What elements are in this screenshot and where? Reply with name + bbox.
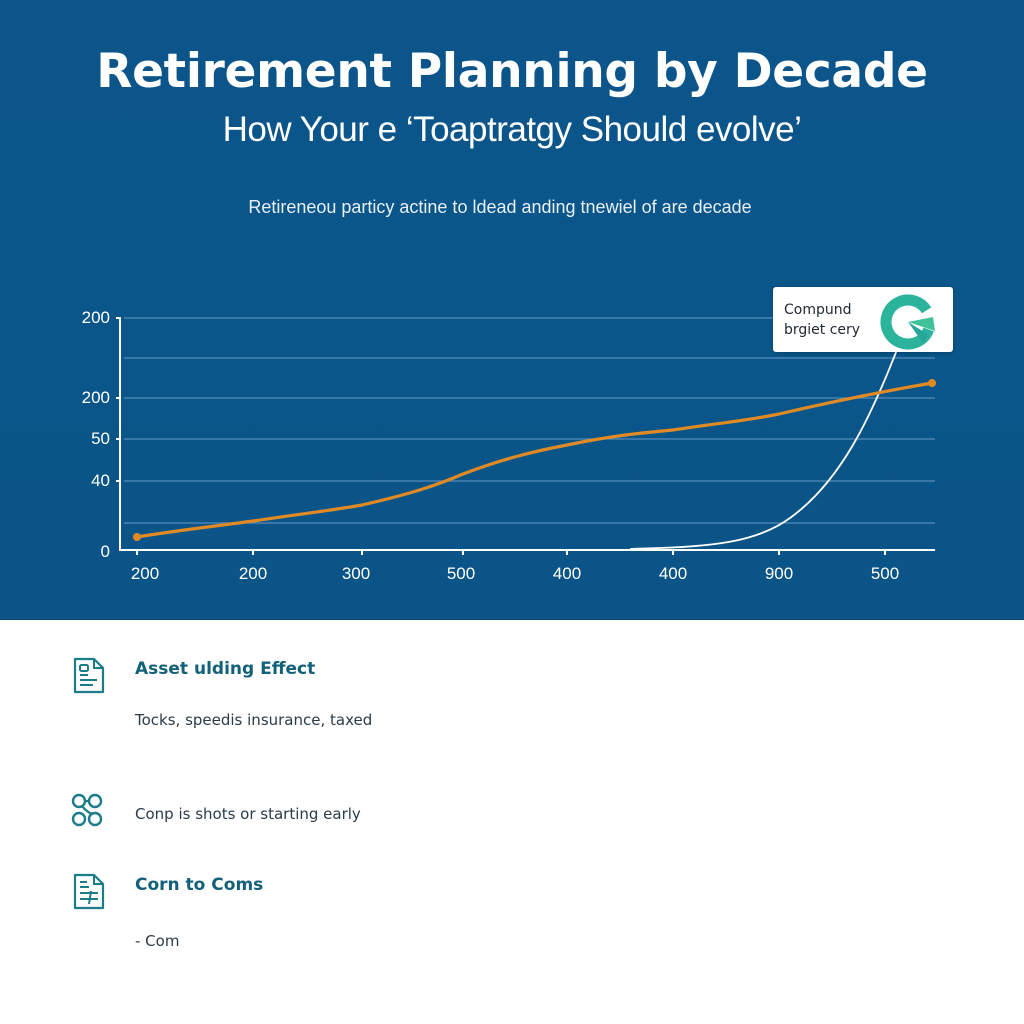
- y-tick-label: 0: [100, 542, 110, 561]
- line-chart: [116, 317, 936, 555]
- page-subtitle: How Your e ‘Toaptratgy Should evolve’: [222, 110, 802, 149]
- y-tick-label: 200: [81, 308, 110, 327]
- hero-banner: Retirement Planning by Decade How Your e…: [0, 0, 1024, 620]
- feature-text: Tocks, speedis insurance, taxed: [135, 711, 373, 729]
- x-tick-label: 300: [341, 564, 371, 583]
- checklist-document-icon: [73, 873, 105, 910]
- y-tick-label: 50: [91, 429, 110, 448]
- orange-start-marker: [133, 533, 141, 541]
- chart-caption: Retireneou particy actine to ldead andin…: [248, 197, 752, 217]
- axes: [116, 317, 935, 555]
- x-tick-label: 200: [238, 564, 268, 583]
- document-icon: [73, 657, 105, 694]
- orange-end-marker: [928, 379, 936, 387]
- feature-text: - Com: [135, 932, 180, 950]
- feature-title: Asset ulding Effect: [135, 659, 316, 679]
- callout-line-1: Compund: [784, 302, 852, 318]
- page-title: Retirement Planning by Decade: [96, 44, 928, 99]
- x-tick-label: 500: [870, 564, 900, 583]
- x-tick-label: 500: [446, 564, 476, 583]
- x-tick-label: 400: [552, 564, 582, 583]
- y-tick-label: 200: [81, 388, 110, 407]
- x-tick-label: 200: [130, 564, 160, 583]
- white-series-line: [629, 341, 901, 550]
- feature-title: Corn to Coms: [135, 875, 264, 895]
- donut-chart-icon: [880, 294, 936, 350]
- features-section: Asset ulding Effect Tocks, speedis insur…: [0, 620, 1024, 1024]
- feature-text: Conp is shots or starting early: [135, 805, 361, 823]
- orange-series-line: [135, 381, 934, 539]
- callout-line-2: brgiet cery: [784, 322, 861, 338]
- x-tick-label: 400: [658, 564, 688, 583]
- y-tick-label: 40: [91, 471, 110, 490]
- callout-label: Compund brgiet cery: [784, 300, 884, 340]
- x-tick-label: 900: [764, 564, 794, 583]
- connected-circles-icon: [71, 793, 103, 827]
- callout-legend-box: Compund brgiet cery: [773, 287, 953, 352]
